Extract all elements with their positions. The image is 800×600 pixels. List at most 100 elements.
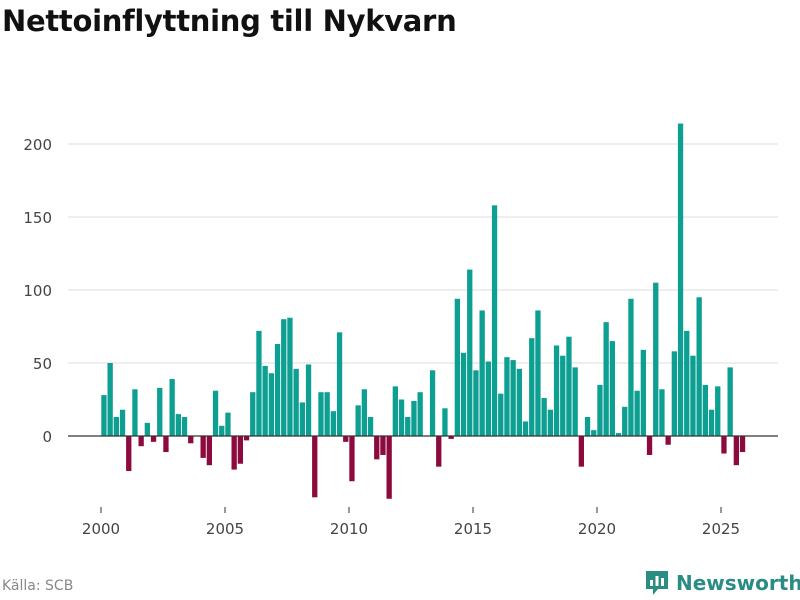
bar: [702, 384, 708, 436]
bar: [144, 422, 150, 436]
bar: [615, 433, 622, 436]
bar: [330, 411, 336, 436]
x-tick-label: 2025: [702, 520, 740, 538]
bar: [361, 389, 367, 436]
bar: [175, 414, 181, 436]
bar: [405, 417, 411, 436]
bar-series: [101, 123, 746, 499]
bar-chart: 0 50 100 150 200 2000 2005 2010 2015 2020 2025: [23, 123, 778, 538]
source-label: Källa: SCB: [2, 578, 74, 594]
bar: [535, 310, 541, 436]
bar: [349, 436, 355, 482]
bar: [281, 319, 287, 436]
gridlines: [68, 143, 778, 364]
y-tick-label: 100: [23, 282, 52, 300]
bar: [287, 317, 293, 436]
bar: [597, 384, 603, 436]
chart-title: Nettoinflyttning till Nykvarn: [2, 4, 457, 38]
bar: [491, 205, 498, 436]
bar: [454, 298, 460, 436]
bar: [553, 345, 560, 436]
bar: [634, 390, 640, 436]
bar: [442, 408, 448, 436]
bar: [609, 341, 615, 436]
bar: [467, 269, 473, 436]
bar: [479, 310, 485, 436]
bar: [107, 363, 113, 436]
bar: [237, 436, 243, 464]
bar: [219, 425, 225, 436]
bar: [293, 368, 299, 436]
bar: [250, 392, 256, 436]
bar: [268, 373, 274, 436]
bar: [653, 282, 659, 436]
bar: [640, 349, 646, 436]
bar: [429, 370, 436, 436]
bar: [411, 400, 417, 436]
bar: [243, 436, 250, 441]
bar: [671, 351, 677, 436]
bar: [665, 436, 671, 445]
bar-chart-logo-icon: [646, 571, 668, 595]
bar: [522, 421, 529, 436]
bar: [398, 399, 405, 436]
bar: [256, 330, 262, 436]
bar: [727, 367, 733, 436]
bar: [374, 436, 380, 460]
bar: [708, 409, 715, 436]
bar: [367, 417, 374, 436]
bar: [231, 436, 237, 470]
bar: [157, 387, 163, 436]
bar: [560, 355, 566, 436]
bar: [150, 436, 157, 442]
bar: [591, 430, 597, 436]
y-tick-label: 150: [23, 209, 52, 227]
bar: [318, 392, 324, 436]
bar: [485, 361, 491, 436]
bar: [206, 436, 212, 466]
bar: [380, 436, 386, 455]
bar: [473, 370, 479, 436]
bar: [659, 389, 665, 436]
bar: [212, 390, 219, 436]
bar: [262, 365, 268, 436]
bar: [436, 436, 442, 467]
bar: [584, 417, 591, 436]
bar: [181, 417, 188, 436]
bar: [572, 367, 578, 436]
bar: [566, 336, 572, 436]
bar: [188, 436, 194, 444]
bar: [312, 436, 318, 498]
bar: [578, 436, 584, 467]
bar: [324, 392, 330, 436]
bar: [715, 386, 721, 436]
bar: [547, 409, 553, 436]
bar: [622, 406, 628, 436]
bar: [721, 436, 727, 454]
bar: [504, 357, 510, 436]
bar: [646, 436, 653, 455]
bar: [343, 436, 349, 442]
y-tick-label: 0: [42, 428, 52, 446]
bar: [392, 386, 398, 436]
bar: [169, 379, 175, 436]
bar: [305, 364, 312, 436]
x-tick-label: 2015: [454, 520, 492, 538]
bar: [510, 360, 516, 436]
bar: [119, 409, 126, 436]
y-tick-label: 200: [23, 136, 52, 154]
bar: [733, 436, 739, 466]
bar: [677, 123, 684, 436]
bar: [417, 392, 423, 436]
bar: [628, 298, 634, 436]
bar: [101, 395, 107, 436]
y-axis-ticks: 0 50 100 150 200: [23, 136, 52, 446]
x-axis-ticks: 2000 2005 2010 2015 2020 2025: [82, 507, 740, 538]
bar: [274, 344, 281, 436]
x-tick-label: 2005: [206, 520, 244, 538]
bar: [163, 436, 169, 453]
bar: [299, 402, 305, 436]
bar: [516, 368, 522, 436]
brand-logo[interactable]: Newsworthy: [644, 568, 800, 598]
bar: [603, 322, 609, 436]
